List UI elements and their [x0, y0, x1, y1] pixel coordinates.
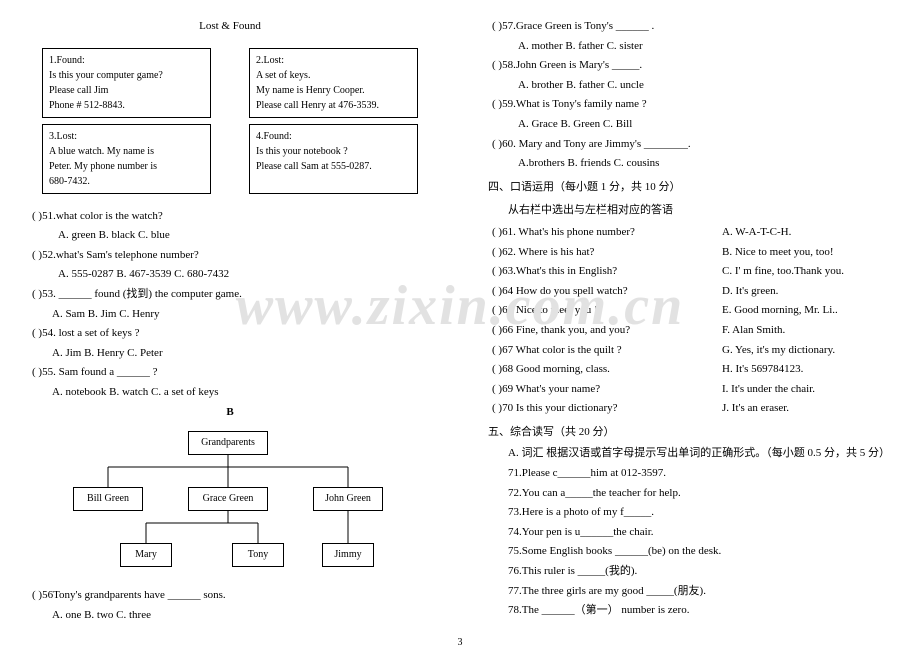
fill-77: 77.The three girls are my good _____(朋友)… — [488, 583, 892, 601]
title-lost-found: Lost & Found — [28, 18, 432, 36]
a52: A. 555-0287 B. 467-3539 C. 680-7432 — [28, 266, 432, 284]
match-62: ( )62. Where is his hat?B. Nice to meet … — [488, 244, 892, 262]
q57: ( )57.Grace Green is Tony's ______ . — [488, 18, 892, 36]
match-right: J. It's an eraser. — [722, 400, 892, 418]
tree-bill: Bill Green — [73, 487, 143, 511]
match-left: ( )63.What's this in English? — [492, 263, 722, 281]
match-63: ( )63.What's this in English?C. I' m fin… — [488, 263, 892, 281]
match-right: G. Yes, it's my dictionary. — [722, 342, 892, 360]
fill-72: 72.You can a_____the teacher for help. — [488, 485, 892, 503]
box-line: A blue watch. My name is — [49, 144, 204, 159]
match-right: H. It's 569784123. — [722, 361, 892, 379]
q51: ( )51.what color is the watch? — [28, 208, 432, 226]
section-5-head: 五、综合读写（共 20 分） — [488, 424, 892, 442]
section-4-head: 四、口语运用（每小题 1 分，共 10 分） — [488, 179, 892, 197]
box-head: 4.Found: — [256, 129, 411, 144]
left-column: Lost & Found 1.Found: Is this your compu… — [0, 0, 460, 654]
match-67: ( )67 What color is the quilt ?G. Yes, i… — [488, 342, 892, 360]
a60: A.brothers B. friends C. cousins — [488, 155, 892, 173]
match-69: ( )69 What's your name? I. It's under th… — [488, 381, 892, 399]
tree-grandparents: Grandparents — [188, 431, 268, 455]
match-left: ( )64 How do you spell watch? — [492, 283, 722, 301]
box-line: Please call Sam at 555-0287. — [256, 159, 411, 174]
q53: ( )53. ______ found (找到) the computer ga… — [28, 286, 432, 304]
tree-mary: Mary — [120, 543, 172, 567]
q56: ( )56Tony's grandparents have ______ son… — [28, 587, 432, 605]
box-line: Phone # 512-8843. — [49, 98, 204, 113]
a51: A. green B. black C. blue — [28, 227, 432, 245]
match-right: B. Nice to meet you, too! — [722, 244, 892, 262]
page-number: 3 — [458, 637, 463, 648]
right-column: ( )57.Grace Green is Tony's ______ . A. … — [460, 0, 920, 654]
match-left: ( )68 Good morning, class. — [492, 361, 722, 379]
box-line: A set of keys. — [256, 68, 411, 83]
q60: ( )60. Mary and Tony are Jimmy's _______… — [488, 136, 892, 154]
match-left: ( )65 Nice to meet you ! — [492, 302, 722, 320]
match-left: ( )61. What's his phone number? — [492, 224, 722, 242]
a54: A. Jim B. Henry C. Peter — [28, 345, 432, 363]
notice-box-1: 1.Found: Is this your computer game? Ple… — [42, 48, 211, 118]
tree-tony: Tony — [232, 543, 284, 567]
box-line: Is this your notebook ? — [256, 144, 411, 159]
match-right: F. Alan Smith. — [722, 322, 892, 340]
match-61: ( )61. What's his phone number?A. W-A-T-… — [488, 224, 892, 242]
fill-73: 73.Here is a photo of my f_____. — [488, 504, 892, 522]
match-70: ( )70 Is this your dictionary? J. It's a… — [488, 400, 892, 418]
box-line: 680-7432. — [49, 174, 204, 189]
box-line: Peter. My phone number is — [49, 159, 204, 174]
section-b-label: B — [28, 404, 432, 422]
match-left: ( )67 What color is the quilt ? — [492, 342, 722, 360]
notice-grid: 1.Found: Is this your computer game? Ple… — [42, 48, 418, 194]
q58: ( )58.John Green is Mary's _____. — [488, 57, 892, 75]
match-right: I. It's under the chair. — [722, 381, 892, 399]
family-tree: Grandparents Bill Green Grace Green John… — [28, 427, 432, 587]
fill-75: 75.Some English books ______(be) on the … — [488, 543, 892, 561]
match-left: ( )62. Where is his hat? — [492, 244, 722, 262]
a55: A. notebook B. watch C. a set of keys — [28, 384, 432, 402]
tree-john: John Green — [313, 487, 383, 511]
box-line: Is this your computer game? — [49, 68, 204, 83]
q52: ( )52.what's Sam's telephone number? — [28, 247, 432, 265]
match-65: ( )65 Nice to meet you !E. Good morning,… — [488, 302, 892, 320]
match-right: C. I' m fine, too.Thank you. — [722, 263, 892, 281]
notice-box-2: 2.Lost: A set of keys. My name is Henry … — [249, 48, 418, 118]
match-64: ( )64 How do you spell watch?D. It's gre… — [488, 283, 892, 301]
fill-74: 74.Your pen is u______the chair. — [488, 524, 892, 542]
a57: A. mother B. father C. sister — [488, 38, 892, 56]
fill-76: 76.This ruler is _____(我的). — [488, 563, 892, 581]
a53: A. Sam B. Jim C. Henry — [28, 306, 432, 324]
box-head: 3.Lost: — [49, 129, 204, 144]
fill-71: 71.Please c______him at 012-3597. — [488, 465, 892, 483]
match-left: ( )66 Fine, thank you, and you? — [492, 322, 722, 340]
q55: ( )55. Sam found a ______ ? — [28, 364, 432, 382]
box-line: Please call Jim — [49, 83, 204, 98]
notice-box-3: 3.Lost: A blue watch. My name is Peter. … — [42, 124, 211, 194]
match-left: ( )69 What's your name? — [492, 381, 722, 399]
match-right: D. It's green. — [722, 283, 892, 301]
box-line: My name is Henry Cooper. — [256, 83, 411, 98]
a59: A. Grace B. Green C. Bill — [488, 116, 892, 134]
a58: A. brother B. father C. uncle — [488, 77, 892, 95]
tree-jimmy: Jimmy — [322, 543, 374, 567]
match-left: ( )70 Is this your dictionary? — [492, 400, 722, 418]
box-head: 2.Lost: — [256, 53, 411, 68]
section-4-sub: 从右栏中选出与左栏相对应的答语 — [488, 202, 892, 220]
tree-grace: Grace Green — [188, 487, 268, 511]
section-5a-head: A. 词汇 根据汉语或首字母提示写出单词的正确形式。（每小题 0.5 分，共 5… — [488, 445, 892, 463]
match-66: ( )66 Fine, thank you, and you?F. Alan S… — [488, 322, 892, 340]
a56: A. one B. two C. three — [28, 607, 432, 625]
box-head: 1.Found: — [49, 53, 204, 68]
notice-box-4: 4.Found: Is this your notebook ? Please … — [249, 124, 418, 194]
q59: ( )59.What is Tony's family name ? — [488, 96, 892, 114]
q54: ( )54. lost a set of keys ? — [28, 325, 432, 343]
match-68: ( )68 Good morning, class.H. It's 569784… — [488, 361, 892, 379]
match-right: E. Good morning, Mr. Li.. — [722, 302, 892, 320]
match-right: A. W-A-T-C-H. — [722, 224, 892, 242]
fill-78: 78.The ______（第一） number is zero. — [488, 602, 892, 620]
box-line: Please call Henry at 476-3539. — [256, 98, 411, 113]
